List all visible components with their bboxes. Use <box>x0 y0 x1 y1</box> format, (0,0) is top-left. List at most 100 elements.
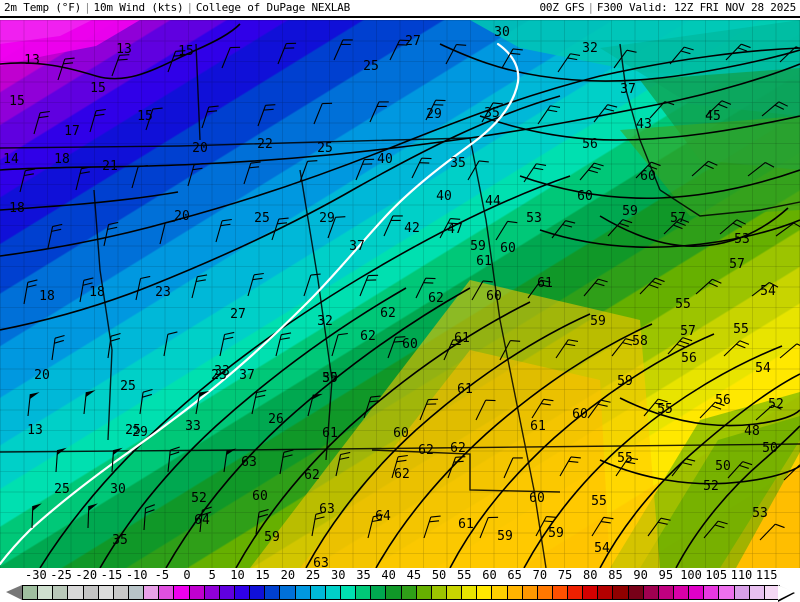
colorbar-swatch[interactable] <box>295 586 311 599</box>
colorbar-swatch[interactable] <box>643 586 659 599</box>
colorbar-swatch[interactable] <box>522 586 538 599</box>
contour-label: 47 <box>447 222 463 237</box>
contour-label: 53 <box>752 506 768 521</box>
colorbar-swatch[interactable] <box>628 586 644 599</box>
colorbar-swatch[interactable] <box>189 586 205 599</box>
contour-label: 18 <box>39 289 55 304</box>
colorbar-swatch[interactable] <box>234 586 251 599</box>
colorbar-swatch[interactable] <box>674 586 690 599</box>
colorbar-swatch[interactable] <box>23 586 39 599</box>
contour-label: 61 <box>530 419 546 434</box>
colorbar-swatch[interactable] <box>340 586 357 599</box>
colorbar-swatch[interactable] <box>446 586 463 599</box>
colorbar-swatch[interactable] <box>613 586 629 599</box>
colorbar-swatch[interactable] <box>689 586 705 599</box>
contour-label: 15 <box>178 44 194 59</box>
contour-label: 37 <box>239 368 255 383</box>
contour-label: 25 <box>125 423 141 438</box>
colorbar-swatch[interactable] <box>38 586 54 599</box>
colorbar-swatch[interactable] <box>492 586 508 599</box>
contour-label: 23 <box>211 368 227 383</box>
contour-label: 55 <box>591 494 607 509</box>
colorbar-swatch[interactable] <box>174 586 190 599</box>
colorbar-swatch[interactable] <box>113 586 129 599</box>
colorbar-tick: -5 <box>154 568 170 582</box>
colorbar-swatch[interactable] <box>128 586 145 599</box>
colorbar-swatch[interactable] <box>658 586 675 599</box>
contour-label: 59 <box>617 374 633 389</box>
colorbar-tick: 60 <box>482 568 497 582</box>
contour-label: 13 <box>116 42 132 57</box>
contour-label: 25 <box>120 379 136 394</box>
colorbar-swatch[interactable] <box>371 586 387 599</box>
contour-label: 35 <box>322 371 338 386</box>
map-canvas[interactable]: 13 13 15 15 15 17 15 14 18 21 20 22 25 27 30 32 25 29 35 37… <box>0 20 800 568</box>
contour-label: 20 <box>174 209 190 224</box>
contour-label: 25 <box>317 141 333 156</box>
colorbar-swatch[interactable] <box>568 586 584 599</box>
colorbar-swatch[interactable] <box>462 586 478 599</box>
contour-label: 62 <box>450 441 466 456</box>
colorbar-swatch[interactable] <box>477 586 493 599</box>
colorbar-tick: -15 <box>100 568 123 582</box>
contour-label: 60 <box>640 169 656 184</box>
colorbar-swatch[interactable] <box>219 586 235 599</box>
colorbar-swatch[interactable] <box>749 586 765 599</box>
colorbar-swatch[interactable] <box>265 586 281 599</box>
colorbar-swatch[interactable] <box>53 586 69 599</box>
contour-label: 50 <box>762 441 778 456</box>
colorbar-swatch[interactable] <box>356 586 372 599</box>
contour-label: 54 <box>594 541 610 556</box>
colorbar-swatch[interactable] <box>250 586 266 599</box>
contour-label: 27 <box>405 34 421 49</box>
colorbar-swatch[interactable] <box>598 586 614 599</box>
colorbar-swatch[interactable] <box>310 586 326 599</box>
colorbar-swatch[interactable] <box>507 586 523 599</box>
contour-label: 59 <box>470 239 486 254</box>
contour-label: 55 <box>675 297 691 312</box>
contour-label: 59 <box>264 530 280 545</box>
contour-label: 63 <box>241 455 257 470</box>
contour-label: 52 <box>768 397 784 412</box>
colorbar-swatch[interactable] <box>764 586 780 599</box>
colorbar-tick: 50 <box>431 568 447 582</box>
colorbar-swatch[interactable] <box>704 586 720 599</box>
colorbar-tick: 15 <box>255 568 270 582</box>
contour-label: 59 <box>322 371 338 386</box>
contour-label: 20 <box>192 141 208 156</box>
colorbar-swatch[interactable] <box>280 586 296 599</box>
colorbar-tick: 110 <box>730 568 753 582</box>
colorbar-swatch[interactable] <box>98 586 114 599</box>
colorbar-swatch[interactable] <box>144 586 160 599</box>
colorbar-swatch[interactable] <box>159 586 175 599</box>
contour-label: 32 <box>582 41 598 56</box>
colorbar-swatch[interactable] <box>68 586 84 599</box>
colorbar[interactable]: -30 -25 -20 -15 -10 -5 0 5 10 15 20 25 30 35 40 45 50 55 6… <box>0 568 800 602</box>
colorbar-swatch[interactable] <box>431 586 447 599</box>
freezing-line-32f <box>0 42 520 566</box>
contour-label: 18 <box>54 152 70 167</box>
colorbar-tick: 30 <box>331 568 346 582</box>
colorbar-swatches[interactable] <box>22 585 780 600</box>
colorbar-swatch[interactable] <box>401 586 417 599</box>
colorbar-tick: 40 <box>381 568 396 582</box>
contour-label: 33 <box>185 419 201 434</box>
colorbar-swatch[interactable] <box>83 586 99 599</box>
contour-label: 62 <box>428 291 444 306</box>
colorbar-swatch[interactable] <box>583 586 599 599</box>
colorbar-swatch[interactable] <box>416 586 432 599</box>
colorbar-swatch[interactable] <box>552 586 569 599</box>
colorbar-swatch[interactable] <box>719 586 735 599</box>
contour-label: 52 <box>191 491 207 506</box>
colorbar-swatch[interactable] <box>204 586 220 599</box>
contour-label: 52 <box>703 479 719 494</box>
colorbar-swatch[interactable] <box>734 586 750 599</box>
colorbar-swatch[interactable] <box>537 586 553 599</box>
contour-label: 60 <box>402 337 418 352</box>
header-sep-2: | <box>186 1 193 14</box>
colorbar-swatch[interactable] <box>325 586 341 599</box>
contour-label: 18 <box>9 201 25 216</box>
header-left-info: 2m Temp (°F) | 10m Wind (kts) | College of D… <box>4 1 350 14</box>
colorbar-swatch[interactable] <box>386 586 402 599</box>
